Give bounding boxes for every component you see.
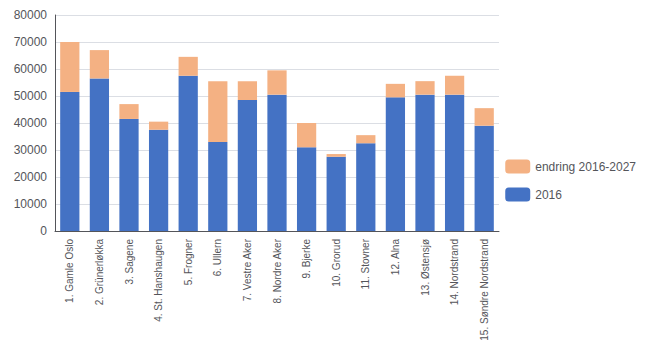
svg-text:30000: 30000	[14, 143, 48, 157]
svg-text:10000: 10000	[14, 197, 48, 211]
svg-text:3. Sagene: 3. Sagene	[124, 239, 135, 285]
svg-text:10. Grorud: 10. Grorud	[331, 239, 342, 287]
svg-text:15. Søndre Nordstrand: 15. Søndre Nordstrand	[479, 239, 490, 341]
svg-text:80000: 80000	[14, 8, 48, 22]
svg-text:9. Bjerke: 9. Bjerke	[301, 239, 312, 279]
svg-text:2016: 2016	[535, 188, 562, 202]
svg-text:endring 2016-2027: endring 2016-2027	[535, 160, 636, 174]
svg-text:5. Frogner: 5. Frogner	[183, 238, 194, 285]
svg-text:7. Vestre Aker: 7. Vestre Aker	[242, 238, 253, 301]
svg-text:8. Nordre Aker: 8. Nordre Aker	[272, 238, 283, 303]
svg-text:50000: 50000	[14, 89, 48, 103]
svg-text:70000: 70000	[14, 35, 48, 49]
svg-text:1. Gamle Oslo: 1. Gamle Oslo	[64, 239, 75, 303]
svg-text:6. Ullern: 6. Ullern	[212, 239, 223, 276]
svg-text:20000: 20000	[14, 170, 48, 184]
svg-text:0: 0	[40, 224, 47, 238]
svg-text:40000: 40000	[14, 116, 48, 130]
svg-text:13. Østensjø: 13. Østensjø	[420, 239, 431, 296]
svg-text:12. Alna: 12. Alna	[390, 239, 401, 276]
svg-text:2. Grünerløkka: 2. Grünerløkka	[94, 239, 105, 306]
svg-text:14. Nordstrand: 14. Nordstrand	[449, 239, 460, 305]
svg-text:11. Stovner: 11. Stovner	[360, 238, 371, 289]
svg-text:4. St. Hanshaugen: 4. St. Hanshaugen	[153, 239, 164, 322]
svg-text:60000: 60000	[14, 62, 48, 76]
